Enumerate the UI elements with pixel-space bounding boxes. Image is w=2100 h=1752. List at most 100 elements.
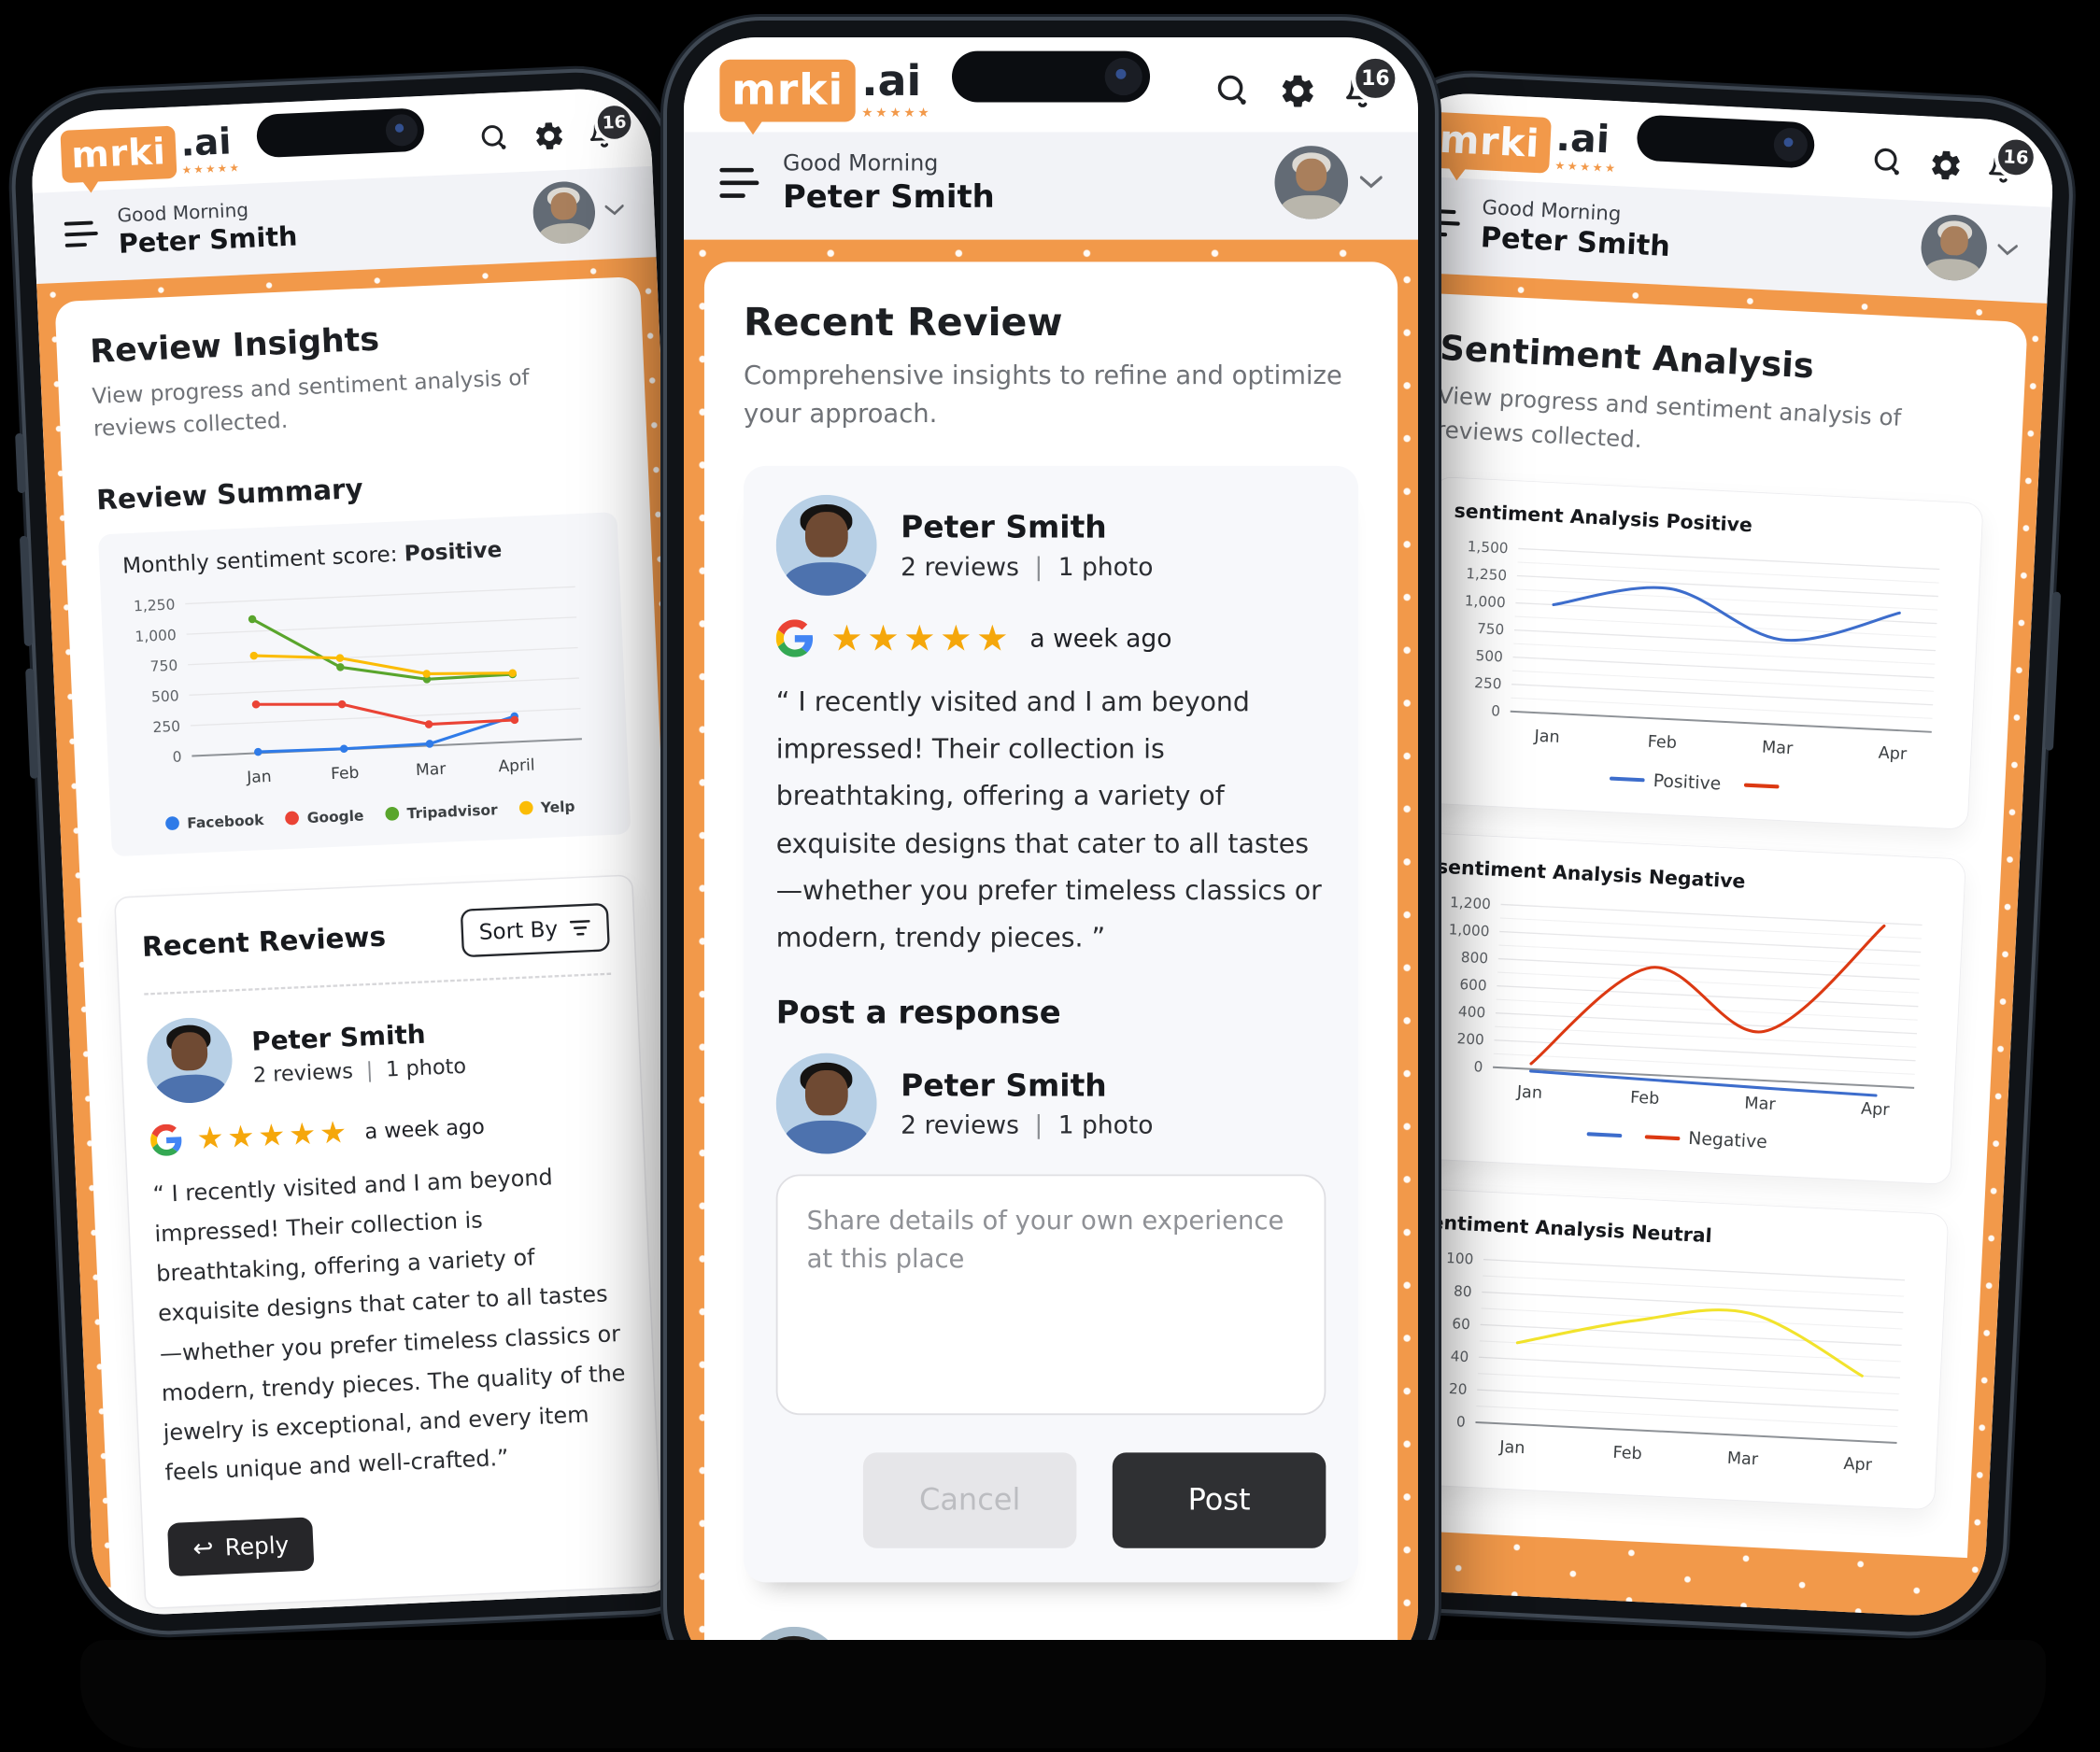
recent-review-card: Recent Review Comprehensive insights to … [703,261,1398,1681]
legend-item-yelp: Yelp [518,798,575,817]
mute-switch [15,432,26,494]
sentiment-negative-chart: 1,200 1,000 800 600 400 200 0 Jan Feb Mar Apr Negat… [1424,891,1941,1161]
brand-logo[interactable]: mrki .ai ★★★★★ [60,120,241,184]
menu-icon[interactable] [719,167,759,198]
sentiment-positive-chart: 1,500 1,250 1,000 750 500 250 0 Jan Feb Mar Apr Pos… [1441,535,1959,805]
response-input[interactable] [775,1174,1327,1416]
responder-avatar [775,1053,877,1154]
menu-icon[interactable] [64,220,99,247]
volume-up-button [19,535,34,647]
page-title: Recent Review [743,299,1063,346]
chevron-down-icon [1997,244,2018,256]
notification-badge: 16 [593,101,636,144]
logo-suffix: .ai [861,56,922,106]
notifications-button[interactable]: 16 [1985,134,2038,188]
recent-reviews-title: Recent Reviews [141,920,387,964]
phone-right-screen: mrki .ai ★★★★★ 16 [1326,90,2056,1619]
separator: | [1034,551,1043,581]
front-camera [385,113,419,148]
reviewer-reviews-count: 2 reviews [252,1058,354,1088]
search-icon[interactable] [1869,144,1906,180]
logo-suffix: .ai [1554,115,1611,162]
chart-svg: 100 80 60 40 20 0 Jan Feb Mar Apr [1446,1250,1906,1476]
chevron-down-icon [1359,176,1383,189]
svg-text:Mar: Mar [1744,1094,1777,1114]
chevron-down-icon [604,205,624,216]
brand-logo[interactable]: mrki .ai ★★★★★ [1426,111,1620,177]
positive-chart-card: sentiment Analysis Positive 1,500 1,250 1,… [1417,476,1984,830]
legend-item [1743,783,1780,789]
search-icon[interactable] [1213,71,1253,110]
svg-text:500: 500 [1475,647,1503,665]
svg-text:Feb: Feb [1630,1088,1660,1108]
header-icons: 16 [1869,134,2038,188]
review-summary-chart-card: Monthly sentiment score: Positive 1,250 1… [97,512,631,857]
svg-text:Apr: Apr [1843,1455,1873,1476]
phone-right: mrki .ai ★★★★★ 16 [1308,72,2074,1637]
svg-text:600: 600 [1459,976,1487,994]
svg-text:800: 800 [1460,949,1488,967]
logo-stars-icon: ★★★★★ [861,105,932,120]
phone-center-screen: mrki .ai ★★★★★ 16 [684,37,1418,1681]
review-text: “ I recently visited and I am beyond imp… [775,686,1322,954]
legend-item-negative: Negative [1644,1126,1767,1152]
svg-text:Apr: Apr [1861,1099,1891,1120]
svg-text:0: 0 [172,748,182,765]
review-insights-card: Review Insights View progress and sentim… [54,276,700,1618]
cancel-button[interactable]: Cancel [862,1452,1077,1548]
page-subtitle: Comprehensive insights to refine and opt… [743,360,1342,430]
power-button [2044,591,2062,751]
sort-by-button[interactable]: Sort By [460,902,611,958]
reply-button[interactable]: ↩ Reply [167,1517,315,1577]
svg-text:0: 0 [1473,1058,1483,1075]
settings-icon[interactable] [532,119,566,153]
responder-name: Peter Smith [901,1067,1107,1104]
reply-arrow-icon: ↩ [192,1533,215,1564]
orange-band: Review Insights View progress and sentim… [36,257,715,1618]
svg-text:400: 400 [1458,1003,1486,1021]
search-icon[interactable] [477,120,512,155]
legend-item-google: Google [285,807,364,827]
svg-text:200: 200 [1456,1030,1484,1048]
chart-svg: 1,200 1,000 800 600 400 200 0 Jan Feb Mar Apr [1448,894,1923,1120]
responder-reviews-count: 2 reviews [901,1109,1019,1139]
orange-band: Sentiment Analysis View progress and sen… [1326,271,2048,1619]
separator: | [1034,1109,1043,1139]
notifications-button[interactable]: 16 [1343,53,1399,112]
google-icon [150,1123,182,1156]
notification-badge: 16 [1351,53,1399,103]
svg-text:Feb: Feb [331,764,360,784]
settings-icon[interactable] [1278,71,1317,110]
greeting-bar: Good Morning Peter Smith [684,132,1418,240]
svg-text:100: 100 [1446,1250,1474,1267]
profile-menu[interactable] [1919,213,2019,283]
logo-box: mrki [1426,111,1553,174]
post-button[interactable]: Post [1112,1452,1327,1548]
logo-text: mrki [731,64,844,115]
notifications-button[interactable]: 16 [587,101,636,152]
reviewer-photos-count: 1 photo [1057,551,1154,581]
svg-text:500: 500 [151,687,179,705]
responder-photos-count: 1 photo [1057,1109,1154,1139]
recent-reviews-card: Recent Reviews Sort By [113,874,664,1610]
phone-center: mrki .ai ★★★★★ 16 [667,21,1435,1698]
greeting-label: Good Morning [783,150,939,177]
profile-menu[interactable] [532,179,625,246]
greeting-bar: Good Morning Peter Smith [32,165,657,285]
settings-icon[interactable] [1927,147,1964,183]
review-text: “ I recently visited and I am beyond imp… [152,1164,627,1486]
dynamic-island [255,107,425,159]
brand-logo[interactable]: mrki .ai ★★★★★ [719,56,932,135]
reply-label: Reply [224,1531,290,1561]
svg-text:1,500: 1,500 [1467,538,1509,557]
avatar [1919,213,1989,283]
logo-text: mrki [1438,117,1541,166]
dashed-divider [144,972,612,996]
post-response-title: Post a response [775,994,1061,1031]
reviewer-reviews-count: 2 reviews [901,551,1019,581]
svg-text:Apr: Apr [1878,744,1908,765]
svg-text:40: 40 [1450,1348,1469,1365]
front-camera [1772,127,1809,162]
profile-menu[interactable] [1274,146,1383,219]
